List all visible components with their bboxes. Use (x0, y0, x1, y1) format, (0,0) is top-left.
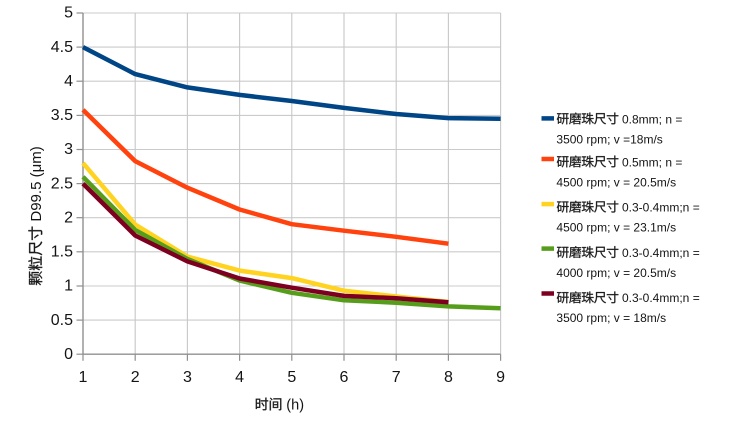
svg-text:0.8mm; n =: 0.8mm; n = (622, 112, 682, 126)
svg-text:1.5: 1.5 (51, 244, 73, 261)
svg-text:5: 5 (287, 369, 296, 386)
svg-text:9: 9 (496, 369, 505, 386)
svg-text:6: 6 (340, 369, 349, 386)
svg-text:4500 rpm; v = 23.1m/s: 4500 rpm; v = 23.1m/s (556, 221, 676, 235)
svg-text:1: 1 (64, 278, 73, 295)
svg-text:D99.5 (μm): D99.5 (μm) (28, 146, 45, 221)
svg-text:3.5: 3.5 (51, 107, 73, 124)
svg-text:1: 1 (79, 369, 88, 386)
svg-text:4: 4 (64, 73, 73, 90)
svg-text:2: 2 (131, 369, 140, 386)
svg-text:2: 2 (64, 209, 73, 226)
svg-text:3500 rpm; v =18m/s: 3500 rpm; v =18m/s (556, 132, 662, 146)
svg-text:4000 rpm; v = 20.5m/s: 4000 rpm; v = 20.5m/s (556, 266, 676, 280)
svg-text:3: 3 (64, 141, 73, 158)
svg-text:8: 8 (444, 369, 453, 386)
svg-text:7: 7 (392, 369, 401, 386)
svg-text:0.5: 0.5 (51, 312, 73, 329)
svg-text:4.5: 4.5 (51, 39, 73, 56)
svg-text:4: 4 (235, 369, 244, 386)
svg-text:0.5mm; n =: 0.5mm; n = (622, 155, 682, 169)
svg-text:0.3-0.4mm;n =: 0.3-0.4mm;n = (622, 201, 700, 215)
svg-text:(h): (h) (286, 397, 304, 413)
svg-text:0.3-0.4mm;n =: 0.3-0.4mm;n = (622, 246, 700, 260)
svg-text:3500 rpm; v = 18m/s: 3500 rpm; v = 18m/s (556, 311, 666, 325)
svg-text:5: 5 (64, 5, 73, 22)
svg-text:4500 rpm; v = 20.5m/s: 4500 rpm; v = 20.5m/s (556, 175, 676, 189)
svg-text:0: 0 (64, 346, 73, 363)
svg-text:3: 3 (183, 369, 192, 386)
svg-text:2.5: 2.5 (51, 175, 73, 192)
svg-text:0.3-0.4mm;n =: 0.3-0.4mm;n = (622, 291, 700, 305)
